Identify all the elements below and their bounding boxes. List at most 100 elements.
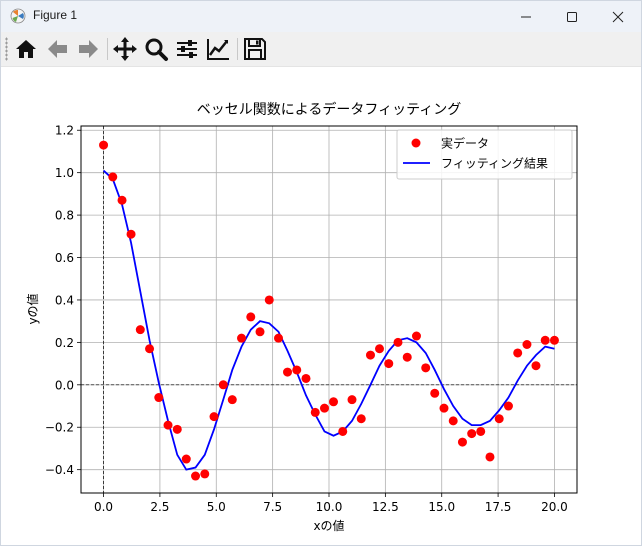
data-point [439,403,449,413]
fit-line [102,169,555,471]
data-point [99,140,109,150]
legend-label-fit: フィッティング結果 [441,157,548,171]
chart[interactable]: 0.0 2.5 5.0 7.5 10.0 12.5 15.0 17.5 20.0 −0.4 −0.2… [1,67,641,545]
matplotlib-app-icon [10,8,26,24]
data-point [365,350,375,360]
x-tick-label: 17.5 [485,500,512,514]
pan-button[interactable] [112,36,138,62]
data-point [485,452,495,462]
data-point [494,414,504,424]
x-tick-label: 12.5 [372,500,399,514]
chart-title: ベッセル関数によるデータフィッティング [197,101,461,118]
x-tick-label: 5.0 [207,500,226,514]
data-point [117,195,127,205]
home-icon [16,40,36,58]
y-tick-label: 0.4 [55,293,74,307]
minimize-button[interactable] [503,1,549,32]
data-point [200,469,210,479]
forward-arrow-icon [79,40,98,58]
y-tick-label: 0.2 [55,336,74,350]
data-point [310,407,320,417]
legend-scatter-marker [411,138,421,148]
data-point [274,333,283,343]
data-point [135,325,145,335]
data-point [329,397,339,407]
toolbar-grip-icon[interactable] [5,37,8,61]
data-point [283,367,293,377]
data-point [476,426,486,436]
data-point [347,395,357,405]
x-axis-label: xの値 [313,518,344,533]
save-button[interactable] [242,36,268,62]
data-point [209,412,219,422]
maximize-icon [567,12,577,22]
y-tick-label: 1.2 [55,124,74,138]
legend-box [396,129,573,180]
back-button[interactable] [45,36,71,62]
data-point [301,373,311,383]
data-point [246,312,256,322]
data-point [384,359,394,369]
x-tick-label: 0.0 [94,500,113,514]
data-point [531,361,541,371]
data-point [430,388,440,398]
x-tick-label: 15.0 [428,500,455,514]
y-tick-label: 0.0 [55,378,74,392]
minimize-icon [521,16,531,18]
navigation-toolbar [1,32,641,67]
data-point [227,395,237,405]
y-tick-label: 0.8 [55,209,74,223]
data-point [513,348,523,358]
x-tick-label: 20.0 [541,500,568,514]
y-tick-label: −0.4 [45,463,74,477]
zoom-button[interactable] [143,36,169,62]
pan-icon [113,37,137,61]
y-axis-label: yの値 [25,293,40,324]
data-point [393,337,403,347]
data-point [338,426,348,436]
data-point [108,172,118,182]
title-bar[interactable]: Figure 1 [1,1,641,32]
data-point [540,335,550,345]
home-button[interactable] [13,36,39,62]
x-tick-label: 2.5 [150,500,169,514]
x-tick-label: 7.5 [263,500,282,514]
close-button[interactable] [595,1,641,32]
y-tick-label: 0.6 [55,251,74,265]
forward-button[interactable] [75,36,101,62]
data-point [356,414,366,424]
data-point [218,380,228,390]
edit-axes-button[interactable] [205,36,231,62]
data-point [503,401,513,411]
data-point [181,454,191,464]
data-point [402,352,412,362]
data-point [549,335,559,345]
data-point [172,424,182,434]
back-arrow-icon [48,40,67,58]
data-point [448,416,458,426]
data-point [319,403,329,413]
subplots-config-icon [177,40,197,58]
data-point [264,295,274,305]
close-icon [612,11,624,23]
toolbar-separator [107,38,108,60]
window-title: Figure 1 [33,8,78,22]
data-point [154,393,164,403]
figure-canvas[interactable]: 0.0 2.5 5.0 7.5 10.0 12.5 15.0 17.5 20.0 −0.4 −0.2… [1,67,641,545]
y-tick-label: 1.0 [55,166,74,180]
data-point [126,229,136,239]
data-point [375,344,384,354]
save-icon [244,38,266,60]
data-point [457,437,467,447]
data-point [145,344,155,354]
data-point [255,327,265,337]
toolbar-separator [237,38,238,60]
maximize-button[interactable] [549,1,595,32]
data-point [191,471,201,481]
x-tick-label: 10.0 [316,500,343,514]
data-point [163,420,173,430]
edit-axes-icon [207,39,229,60]
configure-subplots-button[interactable] [174,36,200,62]
data-point [522,340,532,349]
